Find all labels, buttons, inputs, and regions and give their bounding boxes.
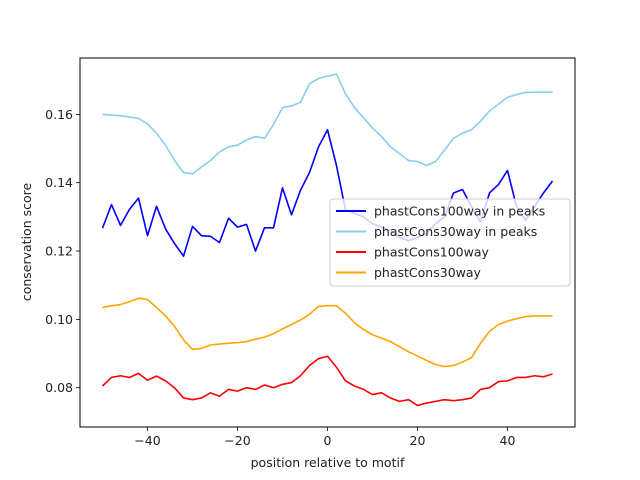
legend: phastCons100way in peaks phastCons30way i… [329, 198, 571, 287]
x-tick-label: −40 [134, 433, 160, 448]
legend-box [329, 198, 571, 287]
y-axis: 0.08 0.10 0.12 0.14 0.16 [45, 107, 80, 395]
y-axis-label: conservation score [19, 183, 34, 302]
x-tick-label: −20 [224, 433, 250, 448]
legend-label: phastCons30way [374, 265, 482, 280]
legend-label: phastCons100way in peaks [374, 204, 545, 219]
legend-label: phastCons100way [374, 245, 489, 260]
x-tick-label: 40 [500, 433, 516, 448]
y-tick-label: 0.12 [45, 244, 73, 259]
x-tick-label: 0 [324, 433, 332, 448]
series-line-phastcons100way [101, 355, 553, 407]
x-axis: −40 −20 0 20 40 [134, 427, 515, 448]
y-tick-label: 0.10 [45, 312, 73, 327]
series-line-phastcons30way-in-peaks [102, 73, 553, 175]
x-axis-label: position relative to motif [251, 455, 405, 470]
y-tick-label: 0.08 [45, 380, 73, 395]
y-tick-label: 0.16 [45, 107, 73, 122]
x-tick-label: 20 [410, 433, 426, 448]
legend-label: phastCons30way in peaks [374, 224, 537, 239]
series-line-phastcons30way [102, 297, 553, 368]
y-tick-label: 0.14 [45, 175, 73, 190]
